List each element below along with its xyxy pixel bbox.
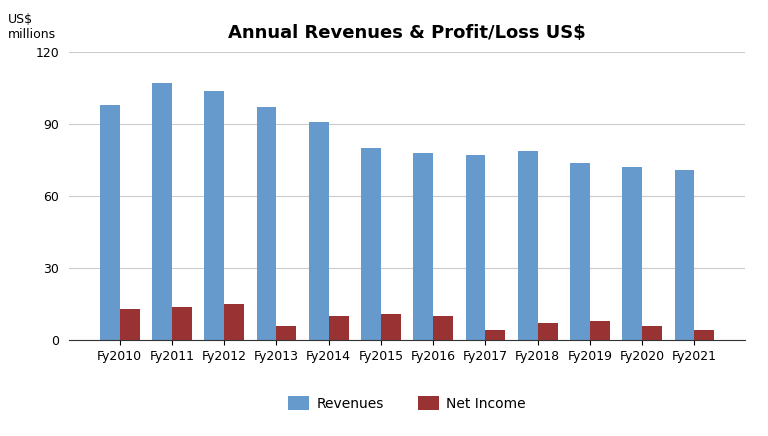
Bar bbox=[433, 316, 453, 340]
Bar bbox=[413, 153, 433, 340]
Bar bbox=[329, 316, 349, 340]
Title: Annual Revenues & Profit/Loss US$: Annual Revenues & Profit/Loss US$ bbox=[228, 24, 586, 42]
Bar bbox=[694, 330, 714, 340]
Bar bbox=[590, 321, 610, 340]
Bar bbox=[465, 156, 485, 340]
Bar bbox=[224, 304, 244, 340]
Bar bbox=[120, 309, 140, 340]
Bar bbox=[361, 148, 381, 340]
Bar bbox=[381, 314, 401, 340]
Bar bbox=[485, 330, 505, 340]
Bar bbox=[518, 151, 538, 340]
Bar bbox=[100, 105, 120, 340]
Bar bbox=[674, 170, 694, 340]
Text: US$
millions: US$ millions bbox=[8, 13, 56, 41]
Bar bbox=[622, 167, 642, 340]
Bar bbox=[570, 163, 590, 340]
Bar bbox=[257, 107, 276, 340]
Bar bbox=[152, 83, 172, 340]
Bar bbox=[204, 91, 224, 340]
Bar bbox=[309, 122, 329, 340]
Bar bbox=[172, 307, 192, 340]
Bar bbox=[276, 326, 296, 340]
Legend: Revenues, Net Income: Revenues, Net Income bbox=[283, 390, 531, 416]
Bar bbox=[642, 326, 662, 340]
Bar bbox=[538, 324, 558, 340]
